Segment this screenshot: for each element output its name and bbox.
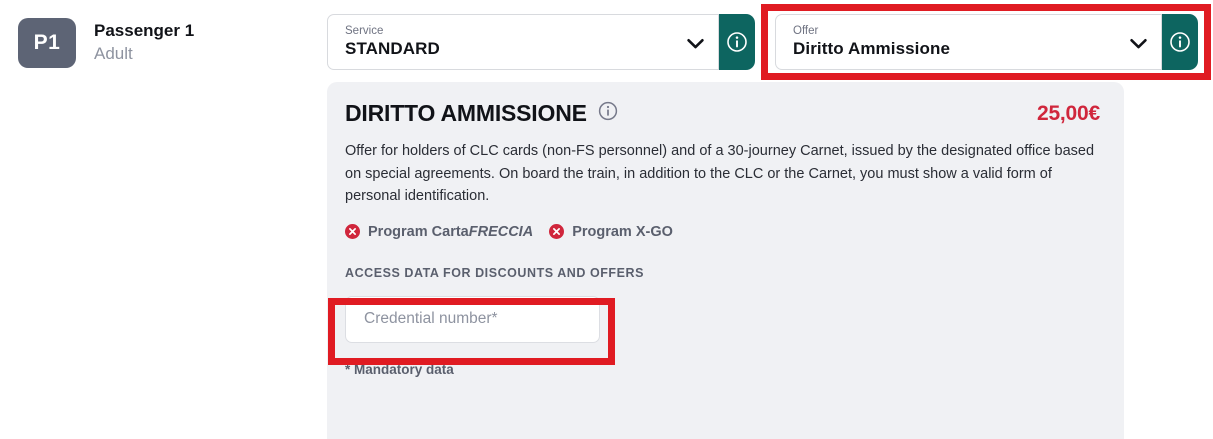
x-circle-icon: [549, 224, 565, 240]
passenger-text: Passenger 1 Adult: [94, 18, 194, 66]
page-title: DIRITTO AMMISSIONE: [345, 100, 587, 126]
offer-select[interactable]: Offer Diritto Ammissione: [775, 14, 1162, 70]
offer-select-group: Offer Diritto Ammissione: [775, 14, 1198, 70]
program-badge-cartafreccia: Program CartaFRECCIA: [345, 224, 533, 240]
offer-description: Offer for holders of CLC cards (non-FS p…: [345, 143, 1095, 205]
access-data-label: ACCESS DATA FOR DISCOUNTS AND OFFERS: [345, 265, 644, 280]
info-circle-icon[interactable]: [598, 101, 618, 126]
credential-input[interactable]: [362, 309, 583, 330]
service-select-label: Service: [345, 25, 384, 38]
program-emphasis: FRECCIA: [468, 223, 534, 240]
passenger-block: P1 Passenger 1 Adult: [18, 18, 194, 68]
info-icon: [1169, 31, 1191, 53]
passenger-title: Passenger 1: [94, 21, 195, 40]
service-info-button[interactable]: [719, 14, 755, 70]
avatar: P1: [18, 18, 76, 68]
service-select[interactable]: Service STANDARD: [327, 14, 719, 70]
credential-number-field[interactable]: [345, 295, 600, 343]
program-label: Program CartaFRECCIA: [368, 224, 533, 240]
program-badge-xgo: Program X-GO: [549, 224, 673, 240]
passenger-type: Adult: [94, 44, 133, 64]
x-circle-icon: [345, 224, 360, 240]
offer-price: 25,00€: [1036, 101, 1100, 125]
offer-select-value: Diritto Ammissione: [793, 39, 951, 59]
info-icon: [726, 31, 748, 53]
offer-detail-card: DIRITTO AMMISSIONE 25,00€ Offer for hold…: [327, 82, 1124, 439]
offer-card-header: DIRITTO AMMISSIONE 25,00€: [345, 100, 1100, 127]
service-select-value: STANDARD: [345, 39, 440, 59]
offer-info-button[interactable]: [1162, 14, 1198, 70]
mandatory-note: * Mandatory data: [345, 361, 454, 377]
program-badges: Program CartaFRECCIA Program X-GO: [345, 224, 1100, 240]
chevron-down-icon[interactable]: [1130, 37, 1147, 49]
program-label: Program X-GO: [572, 224, 673, 240]
offer-title-row: DIRITTO AMMISSIONE: [345, 100, 618, 127]
program-prefix: Program X-GO: [572, 223, 673, 240]
service-select-group: Service STANDARD: [327, 14, 755, 70]
chevron-down-icon[interactable]: [687, 37, 704, 49]
program-prefix: Program Carta: [368, 223, 469, 240]
offer-select-label: Offer: [793, 25, 819, 38]
